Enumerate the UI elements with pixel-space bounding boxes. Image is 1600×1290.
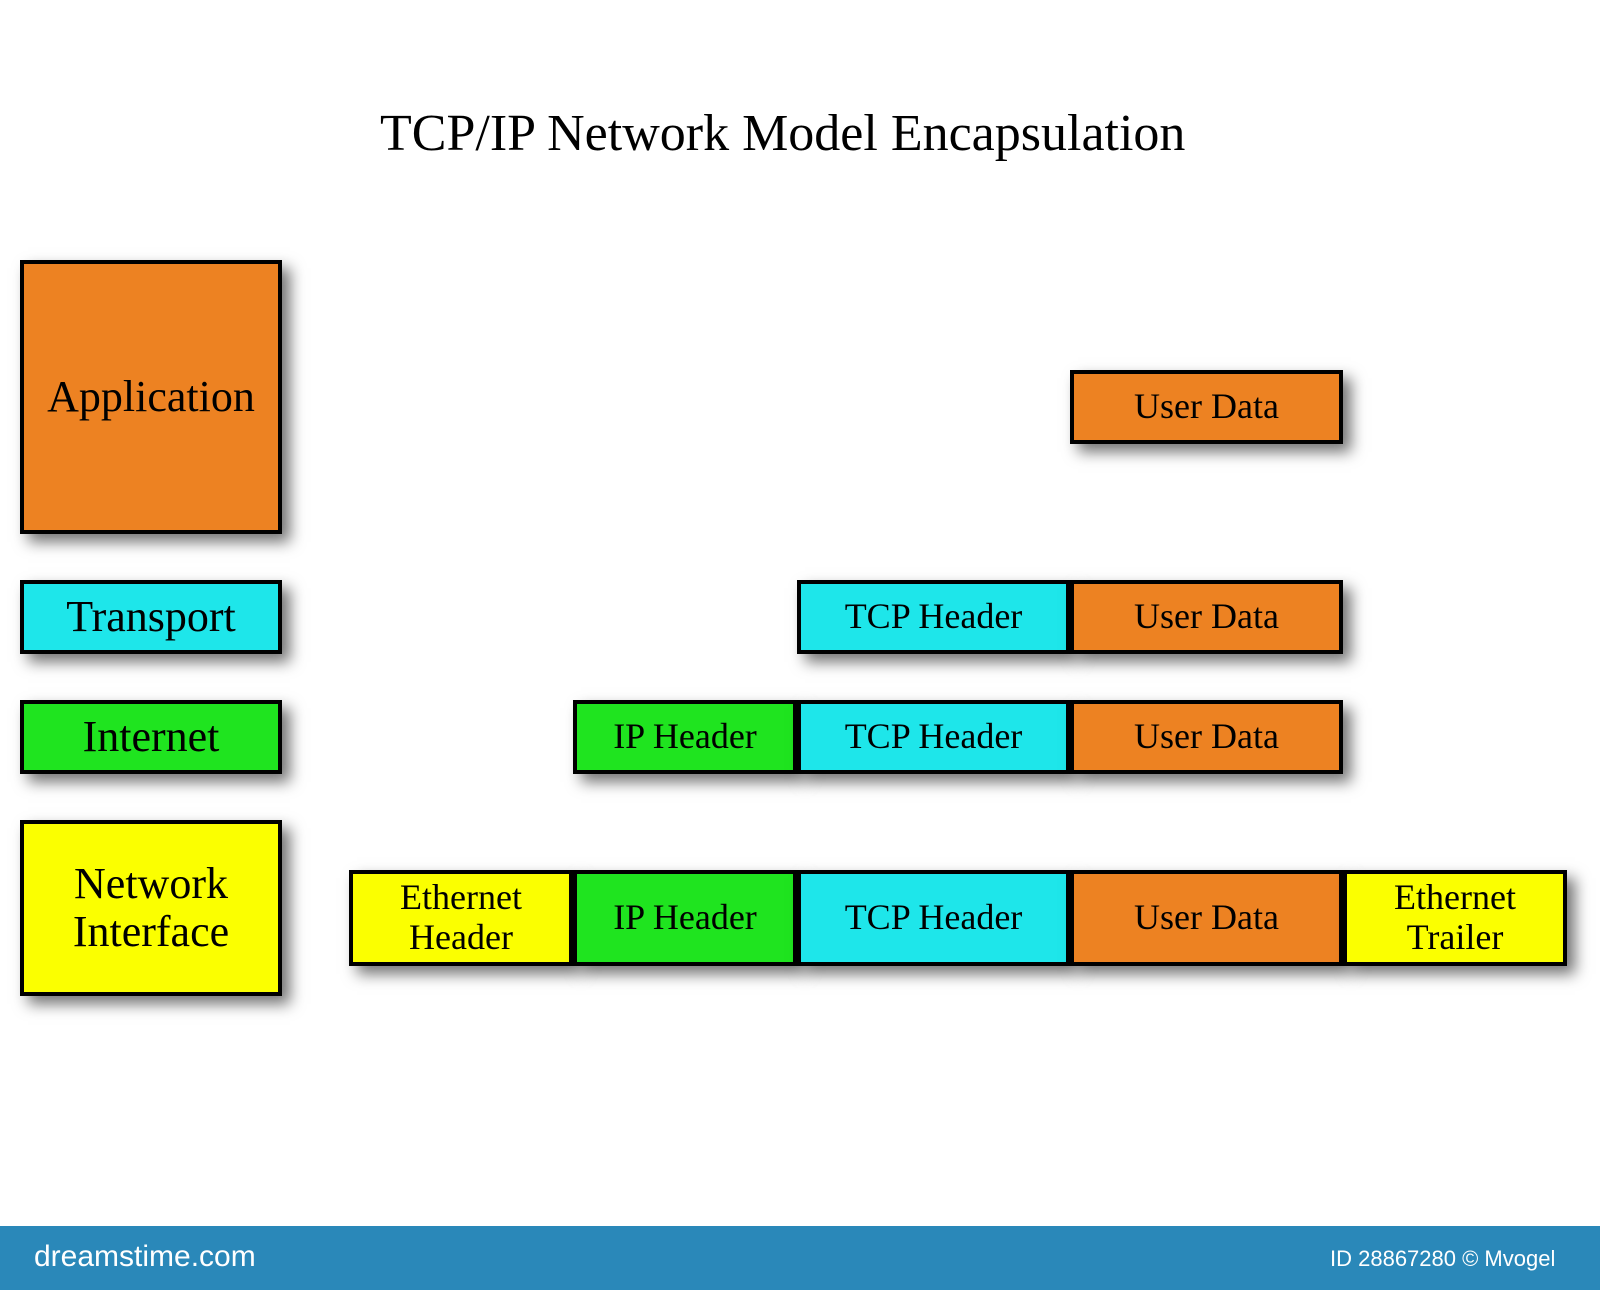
int-ip-header-label: IP Header <box>613 717 757 757</box>
layer-application-label: Application <box>47 373 255 421</box>
trans-user-data-label: User Data <box>1134 597 1279 637</box>
trans-tcp-header-label: TCP Header <box>845 597 1023 637</box>
layer-transport-label: Transport <box>66 593 236 641</box>
net-ip-header-label: IP Header <box>613 898 757 938</box>
layer-network-interface-label: Network Interface <box>73 860 229 957</box>
net-eth-header: Ethernet Header <box>349 870 573 966</box>
net-tcp-header: TCP Header <box>797 870 1070 966</box>
layer-transport: Transport <box>20 580 282 654</box>
int-user-data-label: User Data <box>1134 717 1279 757</box>
layer-network-interface: Network Interface <box>20 820 282 996</box>
net-eth-trailer-label: Ethernet Trailer <box>1394 878 1516 957</box>
net-tcp-header-label: TCP Header <box>845 898 1023 938</box>
watermark-site-text: dreamstime.com <box>34 1240 256 1274</box>
int-tcp-header-label: TCP Header <box>845 717 1023 757</box>
net-ip-header: IP Header <box>573 870 797 966</box>
net-user-data: User Data <box>1070 870 1343 966</box>
layer-application: Application <box>20 260 282 534</box>
app-user-data: User Data <box>1070 370 1343 444</box>
int-ip-header: IP Header <box>573 700 797 774</box>
trans-user-data: User Data <box>1070 580 1343 654</box>
diagram-title: TCP/IP Network Model Encapsulation <box>380 104 1185 163</box>
watermark-id-text: ID 28867280 © Mvogel <box>1330 1246 1555 1272</box>
layer-internet: Internet <box>20 700 282 774</box>
int-user-data: User Data <box>1070 700 1343 774</box>
net-eth-trailer: Ethernet Trailer <box>1343 870 1567 966</box>
app-user-data-label: User Data <box>1134 387 1279 427</box>
net-user-data-label: User Data <box>1134 898 1279 938</box>
int-tcp-header: TCP Header <box>797 700 1070 774</box>
layer-internet-label: Internet <box>83 713 220 761</box>
net-eth-header-label: Ethernet Header <box>400 878 522 957</box>
trans-tcp-header: TCP Header <box>797 580 1070 654</box>
